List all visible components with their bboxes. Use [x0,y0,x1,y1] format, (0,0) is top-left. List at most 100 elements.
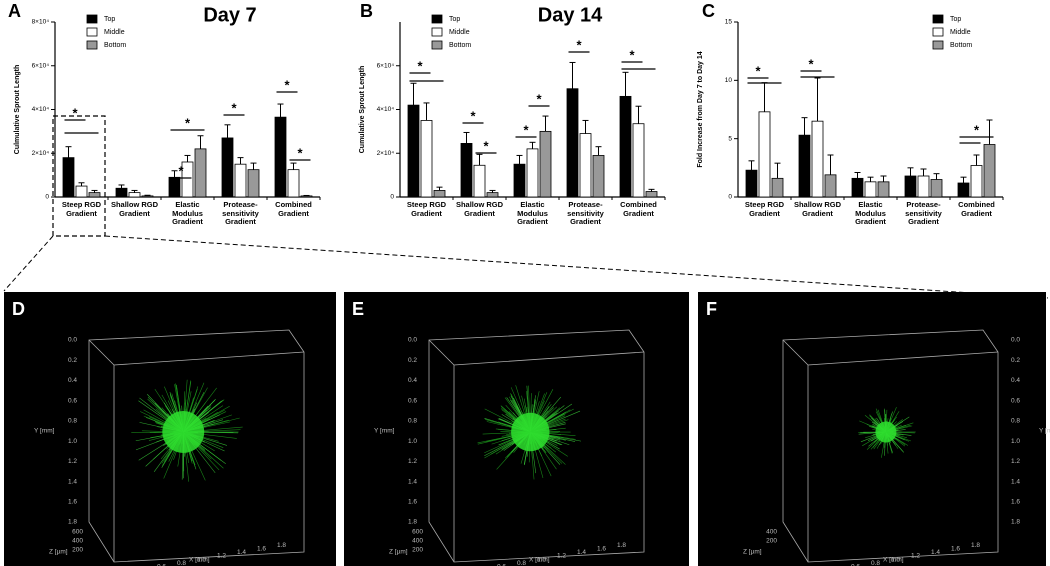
y-tick-label: 6×10⁴ [377,62,395,69]
legend-swatch [86,27,98,37]
spheroid [162,411,205,453]
y-tick-label: 1.4 [68,478,77,485]
x-tick-label: Elastic Modulus Gradient [517,201,548,226]
volume-edge [88,339,115,366]
bar [247,169,260,198]
legend-label: Bottom [449,42,471,49]
z-tick-label: 400 [766,529,777,536]
bar [62,157,75,198]
spheroid [875,421,897,443]
y-tick-label: 0.4 [408,377,417,384]
bar [539,130,552,198]
bar [619,95,632,198]
y-tick-label: 0.8 [68,418,77,425]
bar [128,192,141,198]
legend-label: Bottom [104,42,126,49]
y-tick-label: 0.8 [1011,418,1020,425]
significance-star: * [755,63,761,78]
bar [513,163,526,198]
x-tick-label: Elastic Modulus Gradient [172,201,203,226]
bar [824,174,837,198]
bar [592,155,605,198]
chart-title: Day 7 [203,4,256,26]
significance-star: * [284,77,290,92]
bar [798,134,811,198]
bar [877,181,890,198]
y-tick-label: 10 [725,77,733,84]
y-tick-label: 1.6 [1011,498,1020,505]
x-axis-label: X [mm] [883,557,904,564]
y-tick-label: 1.2 [408,458,417,465]
y-axis-label: Cumulative Sprout Length [359,66,366,154]
bar [234,163,247,198]
legend-swatch [86,14,98,24]
y-tick-label: 2×10⁴ [377,150,395,157]
y-tick-label: 1.4 [408,478,417,485]
y-tick-label: 1.0 [1011,438,1020,445]
y-tick-label: 1.2 [1011,458,1020,465]
y-axis-label: Fold Increase from Day 7 to Day 14 [697,51,704,167]
y-axis-label: Y [mm] [374,428,395,435]
legend-label: Middle [950,29,971,36]
y-axis-label: Y [mm] [34,428,55,435]
panel-letter: B [360,1,373,21]
z-tick-label: 200 [766,538,777,545]
x-tick-label: 1.8 [617,542,626,549]
x-tick-label: 1.6 [597,546,606,553]
x-tick-label: Shallow RGD Gradient [110,201,159,218]
significance-star: * [470,108,476,123]
bar [930,179,943,198]
x-tick-label: Protease-sensitivity Gradient [222,201,259,226]
significance-star: * [523,122,529,137]
x-tick-label-box: Shallow RGD Gradient [456,201,503,217]
bar [851,177,864,198]
volume-edge [428,339,455,366]
legend-label: Top [449,16,460,23]
bar [566,88,579,198]
x-tick-label: 0.8 [517,560,526,566]
bar [407,104,420,198]
legend-swatch [431,27,443,37]
y-tick-label: 1.0 [68,438,77,445]
x-tick-label: 0.8 [871,560,880,566]
x-tick-label-box: Elastic Modulus Gradient [172,201,203,226]
z-tick-label: 600 [72,529,83,536]
y-tick-label: 0 [728,194,732,201]
y-tick-label: 0.6 [68,397,77,404]
legend-label: Middle [449,29,470,36]
x-tick-label: 1.6 [951,546,960,553]
bar [274,116,287,198]
x-tick-label-box: Elastic Modulus Gradient [855,201,886,226]
y-tick-label: 4×10⁴ [32,106,50,113]
significance-star: * [629,47,635,62]
x-axis-label: X [mm] [189,557,210,564]
significance-star: * [297,145,303,160]
x-tick-label: 0.6 [851,564,860,566]
y-tick-label: 0.2 [408,357,417,364]
x-tick-label: Protease-sensitivity Gradient [905,201,942,226]
x-tick-label: 0.6 [157,564,166,566]
bar [486,192,499,198]
x-tick-label: 1.6 [257,546,266,553]
volume-box [428,329,645,563]
panel-letter: F [706,299,717,319]
bar [632,123,645,198]
y-tick-label: 0.0 [1011,337,1020,344]
x-tick-label-box: Elastic Modulus Gradient [517,201,548,226]
z-axis-label: Z [µm] [389,549,408,556]
x-tick-label-box: Shallow RGD Gradient [794,201,841,217]
panel-letter: A [8,1,21,21]
y-tick-label: 1.8 [68,519,77,526]
significance-star: * [536,91,542,106]
y-axis-label: Y [mm] [1039,428,1050,435]
y-tick-label: 0.0 [68,337,77,344]
legend-label: Top [950,16,961,23]
y-tick-label: 6×10⁴ [32,62,50,69]
y-tick-label: 4×10⁴ [377,106,395,113]
bar [420,120,433,198]
legend-label: Bottom [950,42,972,49]
bar [526,148,539,198]
x-tick-label-box: Protease-sensitivity Gradient [567,201,604,226]
x-tick-label: Steep RGD Gradient [61,201,102,218]
